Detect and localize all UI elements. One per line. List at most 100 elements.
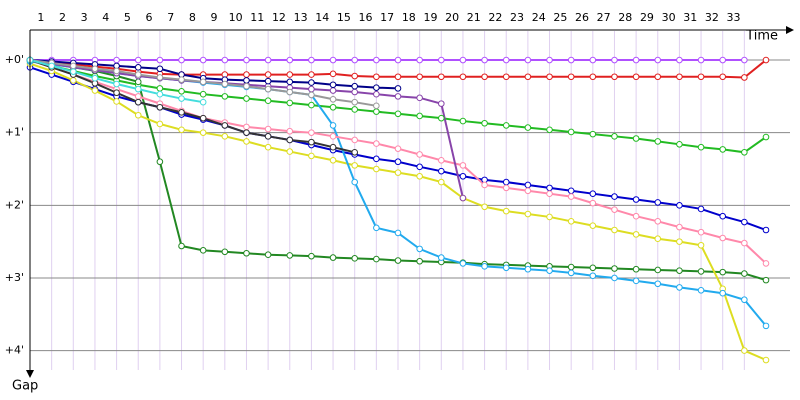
data-point [762, 226, 770, 234]
data-point [134, 85, 142, 93]
data-point [264, 97, 272, 105]
data-point [351, 82, 359, 90]
x-axis-arrow [786, 26, 794, 34]
data-point [459, 260, 467, 267]
x-tick-label: 19 [423, 11, 437, 24]
series-line [29, 59, 399, 90]
data-point [156, 90, 164, 98]
data-point [134, 93, 142, 100]
data-point [741, 148, 748, 156]
data-point [351, 106, 359, 113]
data-point [156, 103, 164, 111]
data-point [134, 78, 142, 86]
data-point [329, 156, 337, 164]
y-tick-label: +1' [5, 126, 24, 139]
data-point [719, 268, 727, 276]
data-point [373, 90, 380, 98]
data-point [91, 74, 99, 82]
data-point [697, 73, 705, 81]
data-point [156, 120, 164, 128]
x-tick-label: 6 [146, 11, 153, 24]
data-point [69, 62, 77, 70]
data-point [676, 238, 683, 245]
data-point [611, 133, 618, 140]
data-point [308, 101, 315, 109]
data-point [351, 136, 359, 144]
data-point [308, 252, 315, 260]
data-point [632, 135, 640, 142]
data-point [524, 73, 532, 81]
data-point [243, 123, 250, 131]
data-point [437, 156, 445, 164]
data-point [178, 126, 185, 134]
x-tick-label: 31 [683, 11, 697, 24]
data-point [264, 77, 272, 85]
data-point [611, 265, 618, 272]
data-point [697, 268, 705, 275]
grid [30, 31, 790, 370]
x-tick-label: 18 [402, 11, 416, 24]
data-point [264, 85, 272, 93]
data-point [286, 99, 294, 107]
data-point [437, 73, 445, 81]
data-point [459, 117, 467, 125]
data-point [697, 205, 705, 213]
data-point [502, 184, 510, 192]
data-point [373, 73, 380, 81]
data-point [719, 289, 727, 297]
data-point [437, 100, 445, 107]
data-point [221, 56, 229, 64]
data-point [329, 87, 337, 94]
data-point [437, 167, 445, 175]
data-point [741, 296, 748, 304]
data-point [654, 56, 662, 64]
x-tick-label: 29 [640, 11, 654, 24]
data-point [524, 124, 532, 131]
data-point [589, 272, 597, 280]
data-point [502, 178, 510, 186]
data-point [134, 56, 142, 64]
data-point [416, 163, 423, 171]
data-point [611, 206, 618, 213]
data-point [676, 73, 683, 81]
data-point [199, 78, 207, 86]
data-point [373, 140, 380, 147]
data-point [373, 155, 380, 163]
data-point [437, 254, 445, 261]
data-point [308, 56, 315, 64]
data-point [351, 255, 359, 262]
data-point [611, 274, 618, 282]
data-point [567, 187, 575, 195]
data-point [394, 93, 402, 100]
y-tick-label: +3' [5, 271, 24, 284]
data-point [502, 264, 510, 272]
data-point [286, 71, 294, 78]
data-point [719, 212, 727, 220]
data-point [719, 146, 727, 153]
data-point [481, 73, 488, 81]
x-tick-label: 11 [250, 11, 264, 24]
data-point [676, 284, 683, 291]
y-axis-arrow [26, 370, 34, 378]
data-point [524, 265, 532, 273]
x-tick-label: 16 [359, 11, 373, 24]
data-point [243, 138, 250, 145]
data-point [416, 172, 423, 180]
data-point [567, 269, 575, 277]
data-point [48, 62, 55, 70]
data-point [329, 254, 337, 261]
data-point [437, 56, 445, 64]
data-point [286, 136, 294, 144]
data-point [156, 158, 164, 166]
data-point [416, 245, 423, 253]
data-point [308, 129, 315, 136]
data-point [524, 181, 532, 189]
data-point [676, 267, 683, 274]
data-point [373, 165, 380, 173]
data-point [394, 73, 402, 81]
data-point [199, 98, 207, 106]
data-point [373, 255, 380, 263]
x-tick-label: 12 [272, 11, 286, 24]
data-point [329, 95, 337, 103]
data-point [113, 89, 120, 97]
